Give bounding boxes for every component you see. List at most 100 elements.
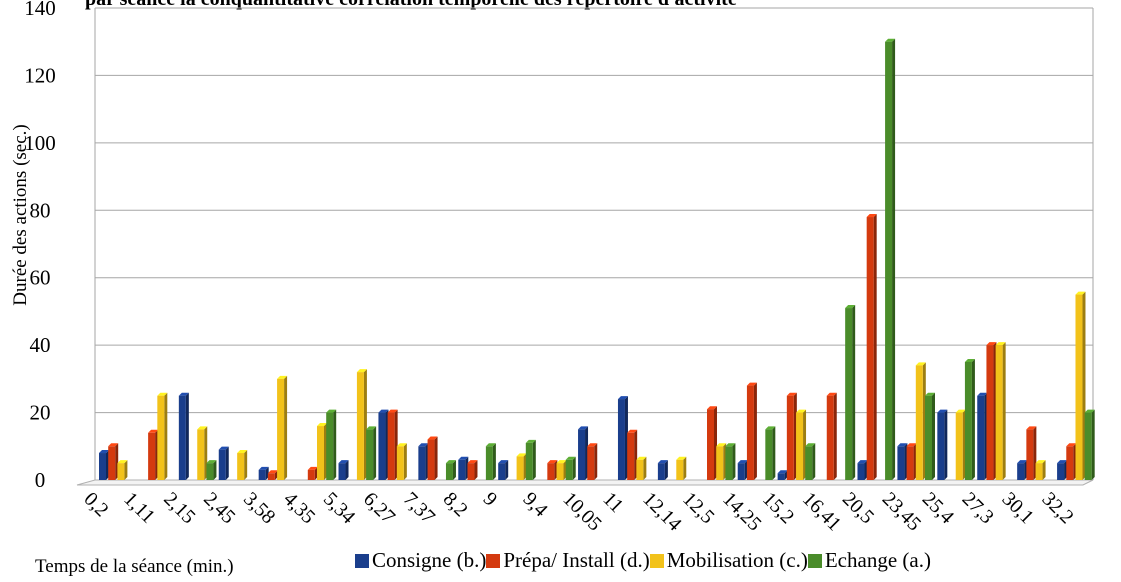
x-tick-label: 9,4 [519,488,552,521]
bar-top [746,382,757,386]
bar [897,446,905,480]
bar-top [396,443,407,447]
bar-top [458,456,469,460]
bar-top [885,38,896,42]
bar [258,469,266,480]
bar [218,449,226,480]
bar [178,395,186,480]
chart-axes [76,8,1094,486]
bar-side [944,409,948,480]
bar [657,463,665,480]
bar-top [845,305,856,309]
y-tick-label: 120 [24,63,56,87]
x-tick-label: 12,14 [638,488,685,535]
legend-label: Mobilisation (c.) [666,548,808,572]
bar [1057,463,1065,480]
bar-side [1002,342,1006,480]
x-tick-label: 23,45 [878,488,925,535]
bar [326,412,334,480]
x-tick-label: 32,2 [1038,488,1078,528]
bar-side [505,460,509,480]
x-tick-label: 1,11 [119,488,159,528]
bar-top [805,443,816,447]
bar-top [578,426,589,430]
legend-item-echange: Echange (a.) [807,548,931,573]
legend-label: Consigne (b.) [372,548,487,572]
bar [237,453,245,480]
x-tick-label: 20,5 [838,488,878,528]
bar [307,469,315,480]
bar-top [1066,443,1077,447]
bar [317,426,324,480]
bar-top [1075,291,1086,295]
bar [1035,463,1043,480]
bar-side [244,450,248,480]
bar [964,362,972,480]
bar-top [498,460,509,464]
bar [826,395,834,480]
bar [716,446,724,480]
bar-top [148,429,159,433]
bar-top [516,453,527,457]
bar [427,439,435,480]
bar-side [333,409,337,480]
y-tick-label: 140 [24,0,56,20]
bar-side [664,460,668,480]
bar-top [737,460,748,464]
bar [418,446,426,480]
bar [578,429,586,480]
bar [845,308,853,480]
bar-side [892,38,896,480]
legend-item-mobilisation: Mobilisation (c.) [649,548,808,573]
bar-top [1057,460,1068,464]
bar [1017,463,1025,480]
bar [1084,412,1092,480]
bar-side [643,456,647,480]
x-tick-label: 3,58 [239,488,279,528]
bar [805,446,813,480]
bar-top [547,460,558,464]
bar [1075,294,1083,480]
bar-side [932,392,935,480]
bar [925,395,932,480]
legend-swatch [649,553,664,568]
bar-top [906,443,917,447]
bar-side [474,460,478,480]
x-axis-label: Temps de la séance (min.) [35,556,234,577]
bar-top [218,446,229,450]
y-axis-label: Durée des actions (sec.) [10,124,31,305]
bar-top [1026,426,1037,430]
bar [737,463,745,480]
bar-top [777,470,788,474]
bar-top [1017,460,1028,464]
bar [986,345,994,480]
bar-top [356,369,367,373]
bar-top [258,466,269,470]
bar [338,463,346,480]
chart-title: par séance la conquantitative correlatio… [85,0,737,11]
chart-grid [95,7,1093,481]
bar-top [317,423,327,427]
bar [587,446,595,480]
bar-side [225,446,229,480]
bar [197,429,205,480]
bar-side [594,443,598,480]
bar [99,453,106,480]
x-tick-label: 16,41 [798,488,845,535]
legend-swatch [486,553,501,568]
bar-top [857,460,868,464]
bar [937,412,945,480]
bar [556,463,564,480]
legend-label: Prépa/ Install (d.) [503,548,650,572]
bar-top [955,409,966,413]
bar-top [326,409,337,413]
bar-top [485,443,496,447]
bar-side [213,460,217,480]
bar-top [986,342,997,346]
bar-side [1042,460,1046,480]
bar [866,217,874,480]
bar-top [995,342,1006,346]
bar-top [964,359,975,362]
bar [1026,429,1034,480]
